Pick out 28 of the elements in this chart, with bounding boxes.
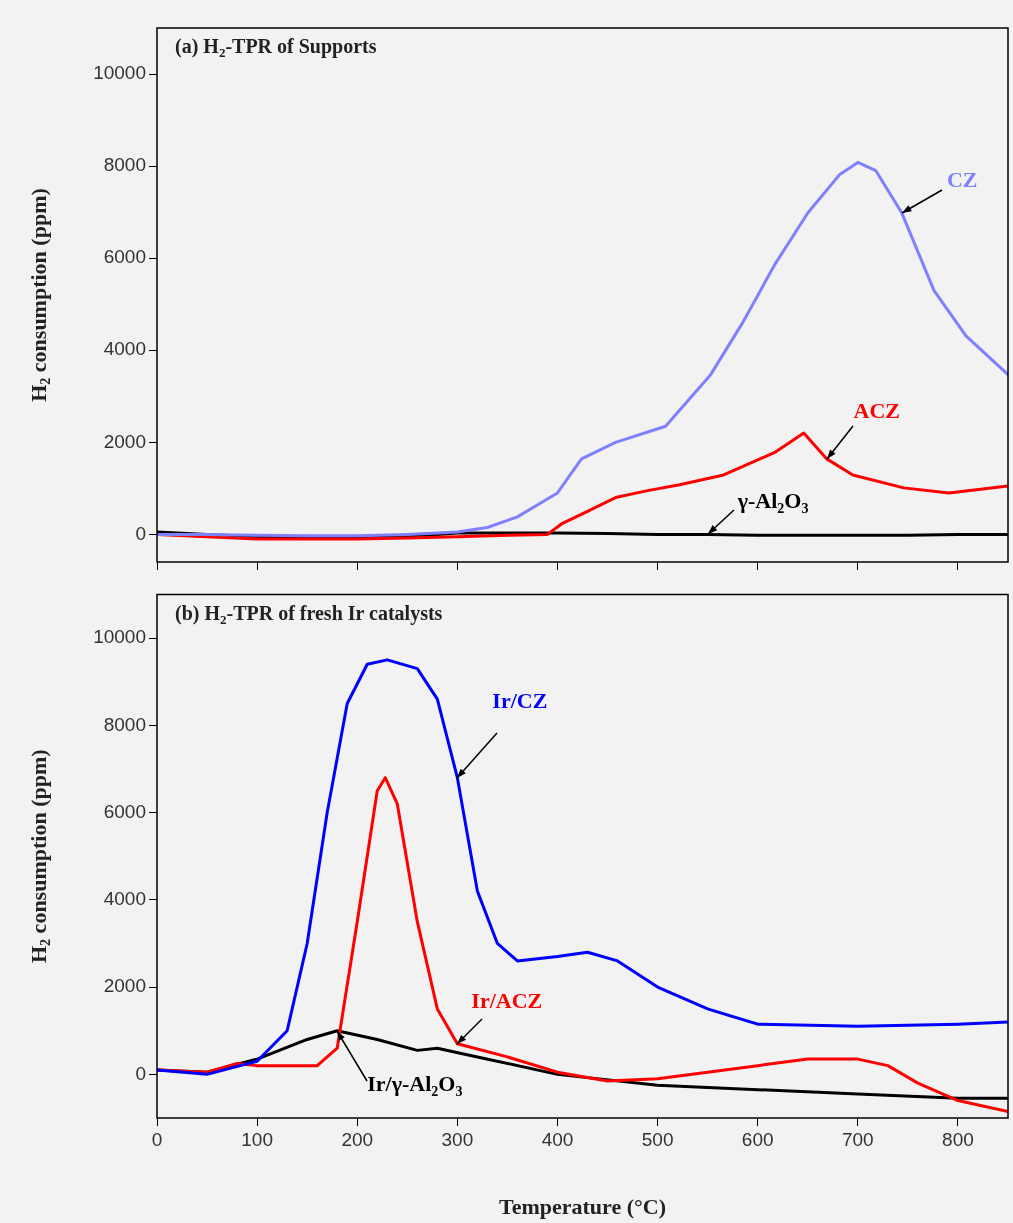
y-tick-label: 8000 xyxy=(103,154,146,176)
y-tick-label: 2000 xyxy=(103,975,146,997)
y-tick-label: 10000 xyxy=(93,626,146,648)
y-axis-title: H2 consumption (ppm) xyxy=(25,188,54,402)
x-tick-label: 200 xyxy=(341,1128,374,1150)
y-tick-label: 2000 xyxy=(103,430,146,452)
y-tick-label: 6000 xyxy=(103,800,146,822)
x-tick-label: 700 xyxy=(841,1128,874,1150)
text: Ir/CZ xyxy=(492,688,548,714)
y-tick-label: 8000 xyxy=(103,713,146,735)
x-tick-label: 800 xyxy=(942,1128,974,1150)
text: ACZ xyxy=(853,397,901,423)
y-axis-title: H2 consumption (ppm) xyxy=(25,749,54,963)
series-label: Ir/ACZ xyxy=(471,987,543,1013)
x-tick-label: 600 xyxy=(741,1128,774,1150)
y-tick-label: 6000 xyxy=(103,246,146,268)
x-axis-title: Temperature (°C) xyxy=(498,1193,667,1219)
x-tick-label: 100 xyxy=(241,1128,273,1150)
y-tick-label: 4000 xyxy=(103,338,146,360)
y-tick-label: 10000 xyxy=(93,62,146,84)
y-tick-label: 4000 xyxy=(103,888,146,910)
x-tick-label: 0 xyxy=(151,1128,163,1150)
x-tick-label: 300 xyxy=(441,1128,474,1150)
y-tick-label: 0 xyxy=(135,522,146,544)
text: CZ xyxy=(946,166,978,192)
x-tick-label: 500 xyxy=(641,1128,674,1150)
y-tick-label: 0 xyxy=(135,1062,146,1084)
x-tick-label: 400 xyxy=(541,1128,574,1150)
